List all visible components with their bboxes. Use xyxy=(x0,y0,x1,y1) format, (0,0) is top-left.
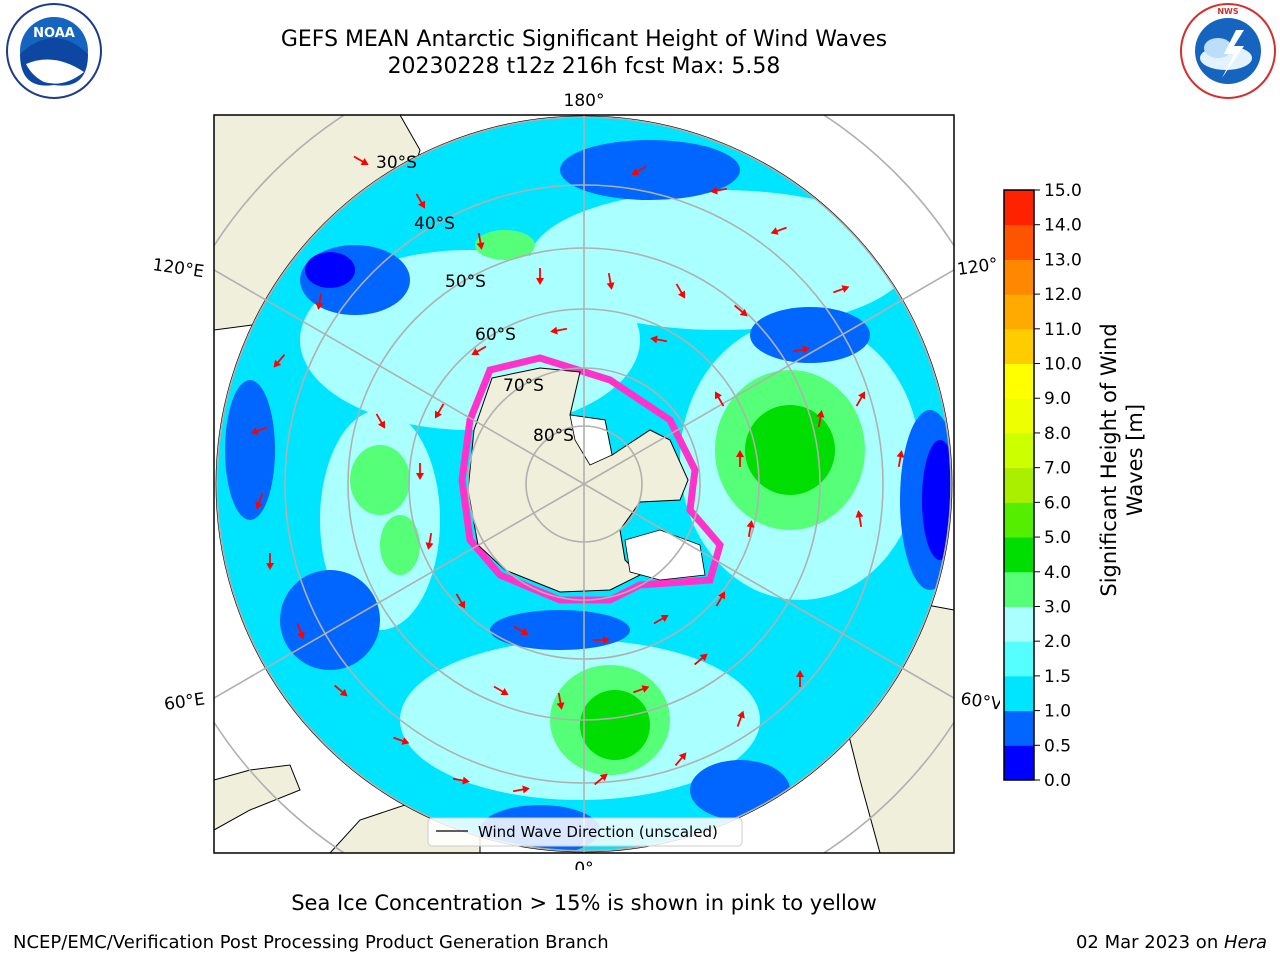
lat-label-80s: 80°S xyxy=(533,426,574,446)
colorbar-tick-label: 5.0 xyxy=(1044,528,1071,548)
antarctic-map: 30°S 40°S 50°S 60°S 70°S 80°S 180° 0° 12… xyxy=(151,91,1000,870)
colorbar-tick-label: 11.0 xyxy=(1044,320,1082,340)
colorbar-tick-label: 7.0 xyxy=(1044,459,1071,479)
colorbar-tick-label: 14.0 xyxy=(1044,216,1082,236)
footer-machine: Hera xyxy=(1223,932,1267,953)
colorbar-tick-label: 0.5 xyxy=(1044,736,1071,756)
svg-text:NWS: NWS xyxy=(1217,7,1239,16)
colorbar-tick-label: 13.0 xyxy=(1044,250,1082,270)
footer-right: 02 Mar 2023 on Hera xyxy=(1076,932,1267,954)
colorbar-segment xyxy=(1004,328,1034,365)
colorbar-tick-label: 8.0 xyxy=(1044,424,1071,444)
legend-label: Wind Wave Direction (unscaled) xyxy=(478,823,718,841)
lat-label-40s: 40°S xyxy=(414,214,455,234)
lat-label-60s: 60°S xyxy=(475,325,516,345)
lon-label-120e: 120°E xyxy=(151,255,205,282)
nws-logo: NWS xyxy=(1180,3,1276,99)
colorbar-segment xyxy=(1004,675,1034,712)
colorbar-segment xyxy=(1004,467,1034,503)
colorbar-tick-label: 9.0 xyxy=(1044,389,1071,409)
colorbar-tick-label: 12.0 xyxy=(1044,285,1082,305)
lat-label-30s: 30°S xyxy=(376,153,417,173)
colorbar-segment xyxy=(1004,537,1034,573)
noaa-logo-text: NOAA xyxy=(33,26,75,41)
colorbar-tick-label: 3.0 xyxy=(1044,597,1071,617)
colorbar-label-1: Significant Height of Wind xyxy=(1097,323,1121,596)
colorbar-tick-label: 6.0 xyxy=(1044,493,1071,513)
colorbar-tick-label: 15.0 xyxy=(1044,181,1082,201)
colorbar-tick-label: 4.0 xyxy=(1044,563,1071,583)
colorbar-tick-label: 0.0 xyxy=(1044,771,1071,791)
colorbar-tick-label: 10.0 xyxy=(1044,355,1082,375)
map-subtitle: 20230228 t12z 216h fcst Max: 5.58 xyxy=(387,54,781,79)
colorbar-segment xyxy=(1004,710,1034,746)
colorbar: 0.0 0.5 1.0 1.5 2.0 3.0 4.0 5.0 6.0 7.0 8.0 9.0 10.0… xyxy=(1003,181,1147,791)
colorbar-segment xyxy=(1004,502,1034,538)
colorbar-segment xyxy=(1004,363,1034,399)
colorbar-segment xyxy=(1004,745,1034,781)
colorbar-tick-label: 1.0 xyxy=(1044,702,1071,722)
lat-label-50s: 50°S xyxy=(445,272,486,292)
lon-label-180: 180° xyxy=(564,91,605,111)
colorbar-frame xyxy=(1003,189,1035,781)
colorbar-segment xyxy=(1004,571,1034,607)
colorbar-segment xyxy=(1004,224,1034,260)
noaa-logo: NOAA xyxy=(6,3,102,99)
colorbar-segment xyxy=(1004,432,1034,469)
footer-date: 02 Mar 2023 on xyxy=(1075,932,1224,953)
lon-label-0: 0° xyxy=(574,859,593,870)
colorbar-tick-label: 1.5 xyxy=(1044,667,1071,687)
footer-left: NCEP/EMC/Verification Post Processing Pr… xyxy=(13,932,609,953)
colorbar-segment xyxy=(1004,641,1034,677)
colorbar-segment xyxy=(1004,190,1034,226)
lat-label-70s: 70°S xyxy=(503,376,544,396)
colorbar-segment xyxy=(1004,259,1034,295)
colorbar-segment xyxy=(1004,398,1034,434)
colorbar-label-2: Waves [m] xyxy=(1123,404,1147,516)
colorbar-segment xyxy=(1004,294,1034,330)
map-legend: Wind Wave Direction (unscaled) xyxy=(427,817,743,847)
map-title: GEFS MEAN Antarctic Significant Height o… xyxy=(280,27,888,52)
sea-ice-note: Sea Ice Concentration > 15% is shown in … xyxy=(291,891,877,915)
colorbar-tick-label: 2.0 xyxy=(1044,632,1071,652)
colorbar-segment xyxy=(1004,606,1034,642)
lon-label-60e: 60°E xyxy=(163,689,206,714)
